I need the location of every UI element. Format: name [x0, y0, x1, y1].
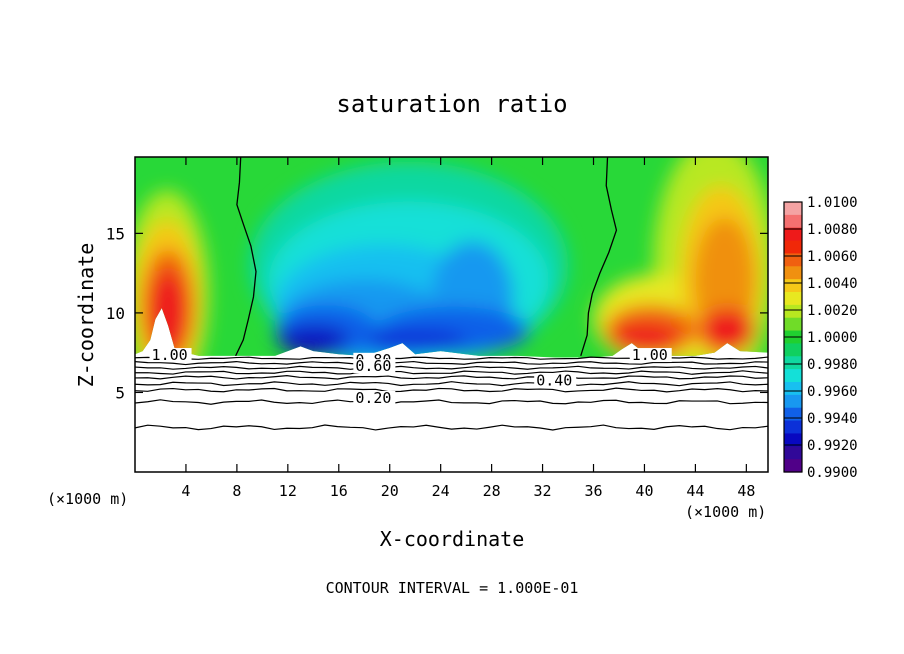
x-tick-label: 24: [432, 482, 450, 500]
svg-text:1.00: 1.00: [632, 346, 668, 364]
svg-text:1.00: 1.00: [152, 346, 188, 364]
y-axis: 5 10 15: [106, 224, 768, 402]
chart-title: saturation ratio: [336, 90, 567, 118]
contour-label: 1.00: [149, 346, 192, 364]
dry-core-d: [277, 325, 349, 355]
x-tick-label: 20: [381, 482, 399, 500]
colorbar-swatch: [784, 240, 802, 255]
x-tick-label: 28: [483, 482, 501, 500]
contour-0-20: [134, 424, 769, 431]
colorbar-label: 0.9980: [807, 357, 858, 373]
colorbar-swatch: [784, 394, 802, 409]
colorbar-swatch: [784, 382, 802, 396]
colorbar-swatch: [784, 343, 802, 357]
plot-frame: [134, 156, 769, 473]
contour-interval-footer: CONTOUR INTERVAL = 1.000E-01: [326, 579, 579, 597]
colorbar-label: 1.0100: [807, 195, 858, 211]
contour-0-80: [134, 365, 769, 370]
x-tick-label: 44: [686, 482, 704, 500]
colorbar-label: 0.9940: [807, 411, 858, 427]
x-tick-label: 8: [232, 482, 241, 500]
moist-right-f: [699, 308, 756, 353]
colorbar-swatch: [784, 292, 802, 306]
contour-label: 0.60: [353, 357, 396, 375]
colorbar: 1.0100 1.0080 1.0060 1.0040 1.0020 1.0000 0.99…: [783, 195, 858, 481]
colorbar-label: 0.9920: [807, 438, 858, 454]
contour-0-30: [134, 399, 769, 405]
colorbar-swatch: [784, 253, 802, 267]
colorbar-label: 1.0080: [807, 222, 858, 238]
saturation-color-field: [135, 157, 768, 358]
svg-text:0.60: 0.60: [355, 357, 391, 375]
y-tick-label: 15: [106, 224, 125, 243]
plot-area: 1.000.800.600.400.201.00 481216202428323…: [106, 156, 769, 500]
colorbar-label: 1.0020: [807, 303, 858, 319]
x-tick-label: 4: [181, 482, 190, 500]
colorbar-label: 1.0040: [807, 276, 858, 292]
contour-label: 1.00: [629, 346, 672, 364]
y-tick-label: 5: [115, 383, 125, 402]
colorbar-swatch: [784, 304, 802, 319]
colorbar-swatch: [784, 446, 802, 460]
contour-0-70: [134, 370, 769, 375]
colorbar-swatch: [784, 227, 802, 242]
contour-label: 0.20: [353, 389, 396, 407]
x-tick-label: 36: [584, 482, 602, 500]
colorbar-swatch: [784, 214, 802, 229]
x-axis: 4 8 12 16 20 24 28 32 36 40 44 48: [181, 157, 755, 500]
colorbar-swatch: [784, 266, 802, 280]
x-tick-label: 48: [737, 482, 755, 500]
colorbar-swatch: [784, 369, 802, 383]
contour-1-00-right: [580, 156, 618, 357]
x-tick-label: 16: [330, 482, 348, 500]
y-axis-label: Z-coordinate: [74, 243, 98, 388]
y-tick-label: 10: [106, 304, 125, 323]
colorbar-swatch: [784, 459, 802, 473]
colorbar-label: 1.0060: [807, 249, 858, 265]
contour-0-60: [134, 375, 769, 380]
colorbar-label: 0.9900: [807, 465, 858, 481]
contour-0-90: [134, 360, 769, 366]
colorbar-swatch: [784, 420, 802, 435]
contour-1-00-left: [235, 156, 257, 357]
colorbar-swatch: [784, 317, 802, 332]
moist-left-core: [149, 271, 188, 355]
colorbar-swatch: [784, 279, 802, 293]
dry-core-e: [364, 328, 467, 355]
contour-0-40: [134, 387, 769, 393]
colorbar-swatch: [784, 356, 802, 370]
svg-text:0.20: 0.20: [355, 389, 391, 407]
colorbar-swatch: [784, 202, 802, 216]
svg-text:0.40: 0.40: [536, 372, 572, 390]
contour-0-50: [134, 381, 769, 387]
x-tick-label: 12: [279, 482, 297, 500]
colorbar-label: 1.0000: [807, 330, 858, 346]
contour-label: 0.40: [534, 372, 577, 390]
x-axis-label: X-coordinate: [380, 527, 525, 551]
x-tick-label: 40: [635, 482, 653, 500]
colorbar-swatch: [784, 433, 802, 447]
contour-1-00-layer: [134, 356, 769, 361]
contour-labels: 1.000.800.600.400.201.00: [149, 346, 672, 407]
colorbar-swatch: [784, 407, 802, 422]
x-unit-left: (×1000 m): [47, 490, 128, 508]
x-unit-right: (×1000 m): [685, 503, 766, 521]
x-tick-label: 32: [534, 482, 552, 500]
contour-lines: [134, 156, 769, 431]
colorbar-label: 0.9960: [807, 384, 858, 400]
